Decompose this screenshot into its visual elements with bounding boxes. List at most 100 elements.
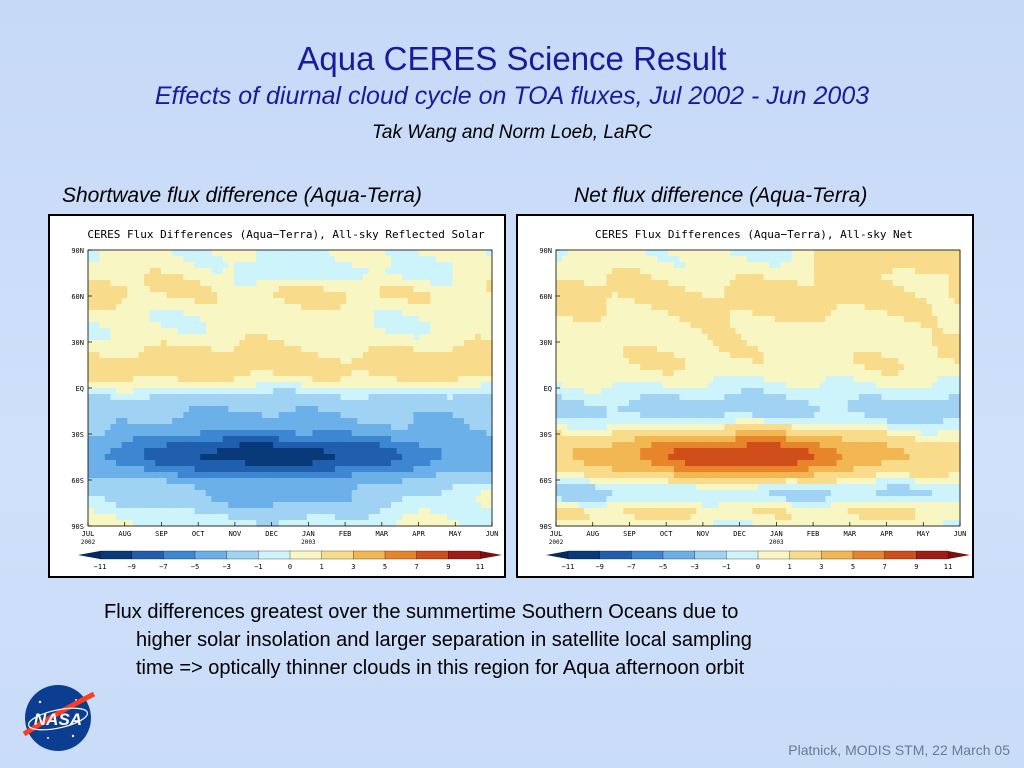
field-cell bbox=[657, 376, 664, 383]
field-cell bbox=[183, 286, 190, 293]
field-cell bbox=[351, 388, 358, 395]
field-cell bbox=[696, 502, 703, 509]
field-cell bbox=[155, 424, 162, 431]
field-cell bbox=[250, 424, 257, 431]
field-cell bbox=[741, 490, 748, 497]
field-cell bbox=[729, 340, 737, 347]
field-cell bbox=[278, 346, 285, 353]
field-cell bbox=[645, 370, 652, 377]
field-cell bbox=[713, 496, 720, 503]
field-cell bbox=[306, 442, 314, 449]
field-cell bbox=[385, 436, 392, 443]
field-cell bbox=[301, 442, 308, 449]
field-cell bbox=[668, 334, 675, 341]
field-cell bbox=[668, 400, 675, 407]
field-cell bbox=[217, 370, 224, 377]
field-cell bbox=[718, 304, 725, 311]
field-cell bbox=[351, 274, 358, 281]
field-cell bbox=[475, 250, 482, 257]
field-cell bbox=[261, 370, 269, 377]
field-cell bbox=[701, 418, 709, 425]
field-cell bbox=[99, 400, 106, 407]
field-cell bbox=[233, 286, 241, 293]
field-cell bbox=[606, 502, 613, 509]
field-cell bbox=[600, 274, 608, 281]
field-cell bbox=[623, 460, 630, 467]
field-cell bbox=[662, 268, 669, 275]
field-cell bbox=[584, 298, 591, 305]
field-cell bbox=[396, 298, 403, 305]
field-cell bbox=[651, 292, 658, 299]
field-cell bbox=[183, 292, 190, 299]
field-cell bbox=[713, 508, 720, 515]
field-cell bbox=[121, 250, 128, 257]
field-cell bbox=[329, 286, 336, 293]
field-cell bbox=[662, 394, 669, 401]
field-cell bbox=[578, 472, 585, 479]
field-cell bbox=[267, 256, 274, 263]
field-cell bbox=[261, 448, 269, 455]
field-cell bbox=[578, 304, 585, 311]
field-cell bbox=[424, 358, 431, 365]
field-cell bbox=[668, 454, 675, 461]
field-cell bbox=[424, 370, 431, 377]
field-cell bbox=[486, 406, 493, 413]
field-cell bbox=[306, 400, 314, 407]
field-cell bbox=[469, 322, 476, 329]
field-cell bbox=[323, 340, 330, 347]
field-cell bbox=[340, 316, 347, 323]
field-cell bbox=[110, 436, 117, 443]
field-cell bbox=[233, 388, 241, 395]
field-cell bbox=[295, 346, 302, 353]
field-cell bbox=[160, 430, 168, 437]
field-cell bbox=[334, 262, 342, 269]
field-cell bbox=[362, 256, 370, 263]
field-cell bbox=[707, 460, 714, 467]
field-cell bbox=[567, 466, 574, 473]
field-cell bbox=[379, 466, 386, 473]
field-cell bbox=[205, 346, 213, 353]
field-cell bbox=[640, 484, 647, 491]
field-cell bbox=[379, 514, 386, 521]
field-cell bbox=[351, 442, 358, 449]
field-cell bbox=[402, 472, 409, 479]
field-cell bbox=[228, 352, 235, 359]
field-cell bbox=[480, 352, 487, 359]
field-cell bbox=[729, 382, 737, 389]
field-cell bbox=[104, 268, 112, 275]
field-cell bbox=[379, 490, 386, 497]
field-cell bbox=[273, 280, 280, 287]
field-cell bbox=[362, 412, 370, 419]
field-cell bbox=[233, 496, 241, 503]
field-cell bbox=[357, 274, 364, 281]
field-cell bbox=[634, 250, 641, 257]
field-cell bbox=[374, 424, 381, 431]
field-cell bbox=[424, 250, 431, 257]
field-cell bbox=[200, 352, 207, 359]
field-cell bbox=[250, 400, 257, 407]
field-cell bbox=[600, 262, 608, 269]
field-cell bbox=[413, 382, 420, 389]
field-cell bbox=[407, 436, 415, 443]
field-cell bbox=[486, 436, 493, 443]
field-cell bbox=[606, 274, 613, 281]
field-cell bbox=[567, 304, 574, 311]
field-cell bbox=[340, 376, 347, 383]
field-cell bbox=[357, 316, 364, 323]
field-cell bbox=[668, 346, 675, 353]
field-cell bbox=[452, 310, 459, 317]
field-cell bbox=[116, 478, 123, 485]
field-cell bbox=[662, 250, 669, 257]
field-cell bbox=[402, 250, 409, 257]
field-cell bbox=[368, 340, 375, 347]
field-cell bbox=[634, 352, 641, 359]
field-cell bbox=[228, 256, 235, 263]
field-cell bbox=[407, 340, 415, 347]
field-cell bbox=[261, 256, 269, 263]
field-cell bbox=[475, 484, 482, 491]
field-cell bbox=[741, 340, 748, 347]
field-cell bbox=[228, 490, 235, 497]
field-cell bbox=[116, 418, 123, 425]
field-cell bbox=[556, 382, 563, 389]
field-cell bbox=[435, 520, 443, 527]
